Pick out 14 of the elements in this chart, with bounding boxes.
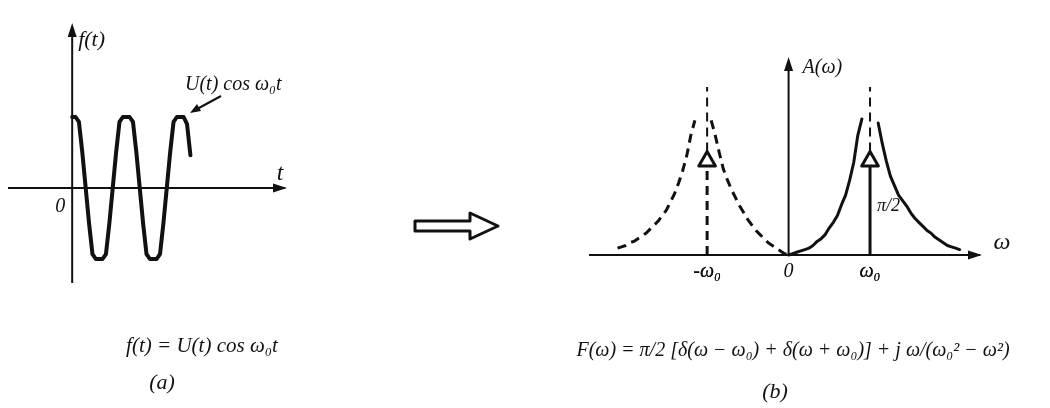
y-axis-title: f(t) (78, 26, 106, 51)
annotation: π/2 (877, 195, 901, 215)
x-axis-title: ω (993, 228, 1011, 254)
y-axis-title: A(ω) (800, 55, 843, 78)
text: U(t) cos ω₀t (185, 72, 283, 95)
x-tick-label: 0 (783, 259, 794, 281)
text: (a) (149, 369, 175, 394)
text: F(ω) = π/2 [δ(ω − ω₀) + δ(ω + ω₀)] + j ω/(ω₀² − ω²) (575, 338, 1010, 361)
text: f(t) = U(t) cos ω₀t (126, 333, 280, 357)
x-tick-label: ω₀ (859, 259, 881, 281)
annotation: 0 (55, 194, 66, 216)
x-axis-title: t (276, 159, 285, 185)
x-tick-label: -ω₀ (693, 259, 722, 281)
text: (b) (762, 378, 788, 403)
